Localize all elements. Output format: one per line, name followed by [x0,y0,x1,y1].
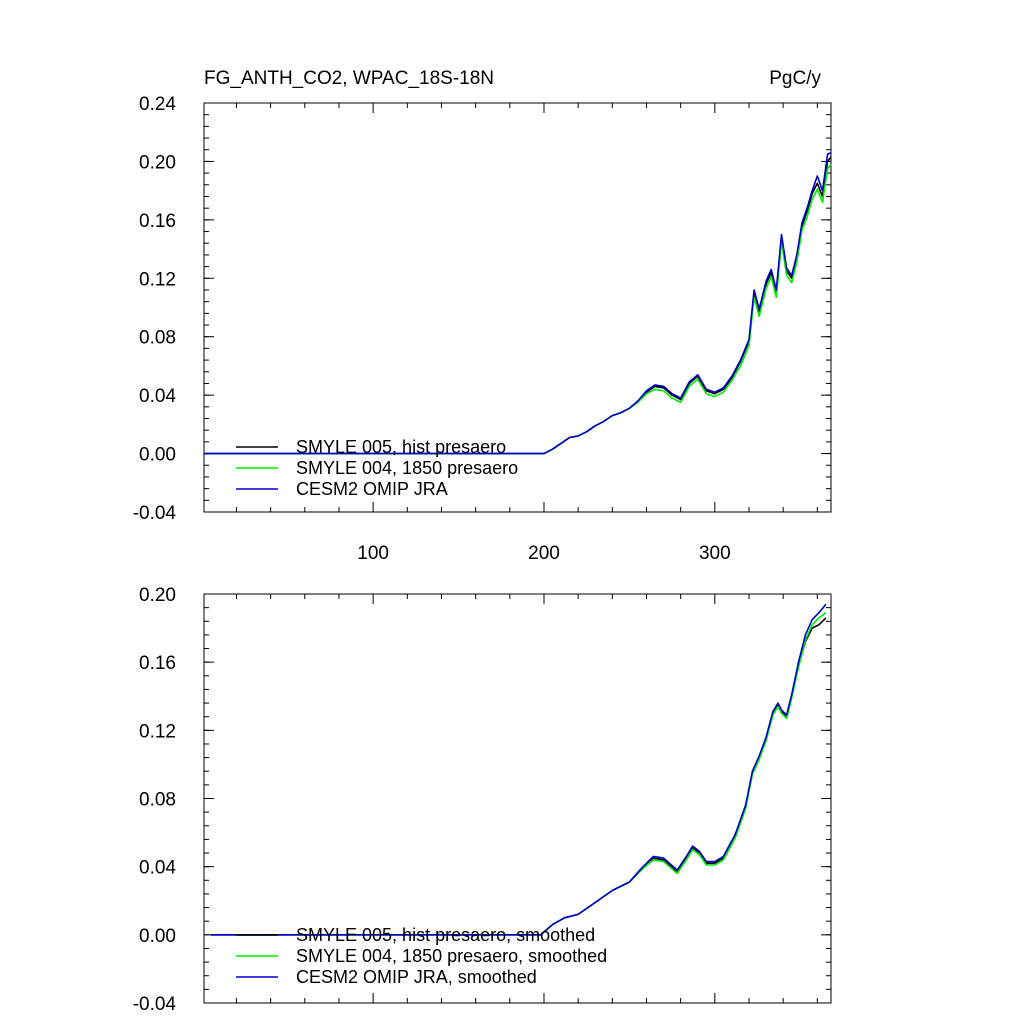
top-axis-ticks: -0.04 0.00 0.04 0.08 0.12 0.16 0.20 0.24 100 200 3… [133,94,831,564]
series-line-3 [210,603,827,936]
legend-label: SMYLE 004, 1850 presaero, smoothed [296,946,607,966]
bottom-series-group [210,603,827,936]
y-tick-label: 0.16 [139,211,176,232]
legend-label: SMYLE 004, 1850 presaero [296,458,518,478]
top-series-group [204,151,832,455]
y-tick-label: 0.20 [139,585,176,606]
top-title-left: FG_ANTH_CO2, WPAC_18S-18N [204,68,494,89]
x-tick-label: 200 [528,543,560,564]
y-tick-label: -0.04 [133,994,177,1015]
y-tick-label: 0.16 [139,653,176,674]
series-line-1 [204,156,832,455]
legend-label: CESM2 OMIP JRA, smoothed [296,967,537,987]
top-panel: FG_ANTH_CO2, WPAC_18S-18N PgC/y -0.04 0.0… [133,68,832,564]
y-tick-label: 0.04 [139,386,176,407]
bottom-legend: SMYLE 005, hist presaero, smoothedSMYLE … [236,925,607,987]
legend-label: CESM2 OMIP JRA [296,479,448,499]
series-line-2 [210,612,827,936]
y-tick-label: 0.12 [139,269,176,290]
y-tick-label: -0.04 [133,503,177,524]
y-tick-label: 0.00 [139,926,176,947]
bottom-axis-ticks: -0.04 0.00 0.04 0.08 0.12 0.16 0.20 [133,585,831,1015]
y-tick-label: 0.00 [139,445,176,466]
y-tick-label: 0.12 [139,721,176,742]
top-plot-frame [203,102,832,513]
top-title-right: PgC/y [769,68,821,89]
y-tick-label: 0.08 [139,790,176,811]
y-tick-label: 0.08 [139,328,176,349]
x-tick-label: 100 [357,543,389,564]
y-tick-label: 0.04 [139,858,176,879]
series-line-3 [204,151,832,455]
legend-label: SMYLE 005, hist presaero [296,437,506,457]
series-line-2 [204,163,832,455]
y-tick-label: 0.20 [139,152,176,173]
x-tick-label: 300 [699,543,731,564]
legend-label: SMYLE 005, hist presaero, smoothed [296,925,595,945]
series-line-1 [210,617,827,936]
bottom-panel: -0.04 0.00 0.04 0.08 0.12 0.16 0.20 SMYLE 005,… [133,585,832,1015]
y-tick-label: 0.24 [139,94,176,115]
